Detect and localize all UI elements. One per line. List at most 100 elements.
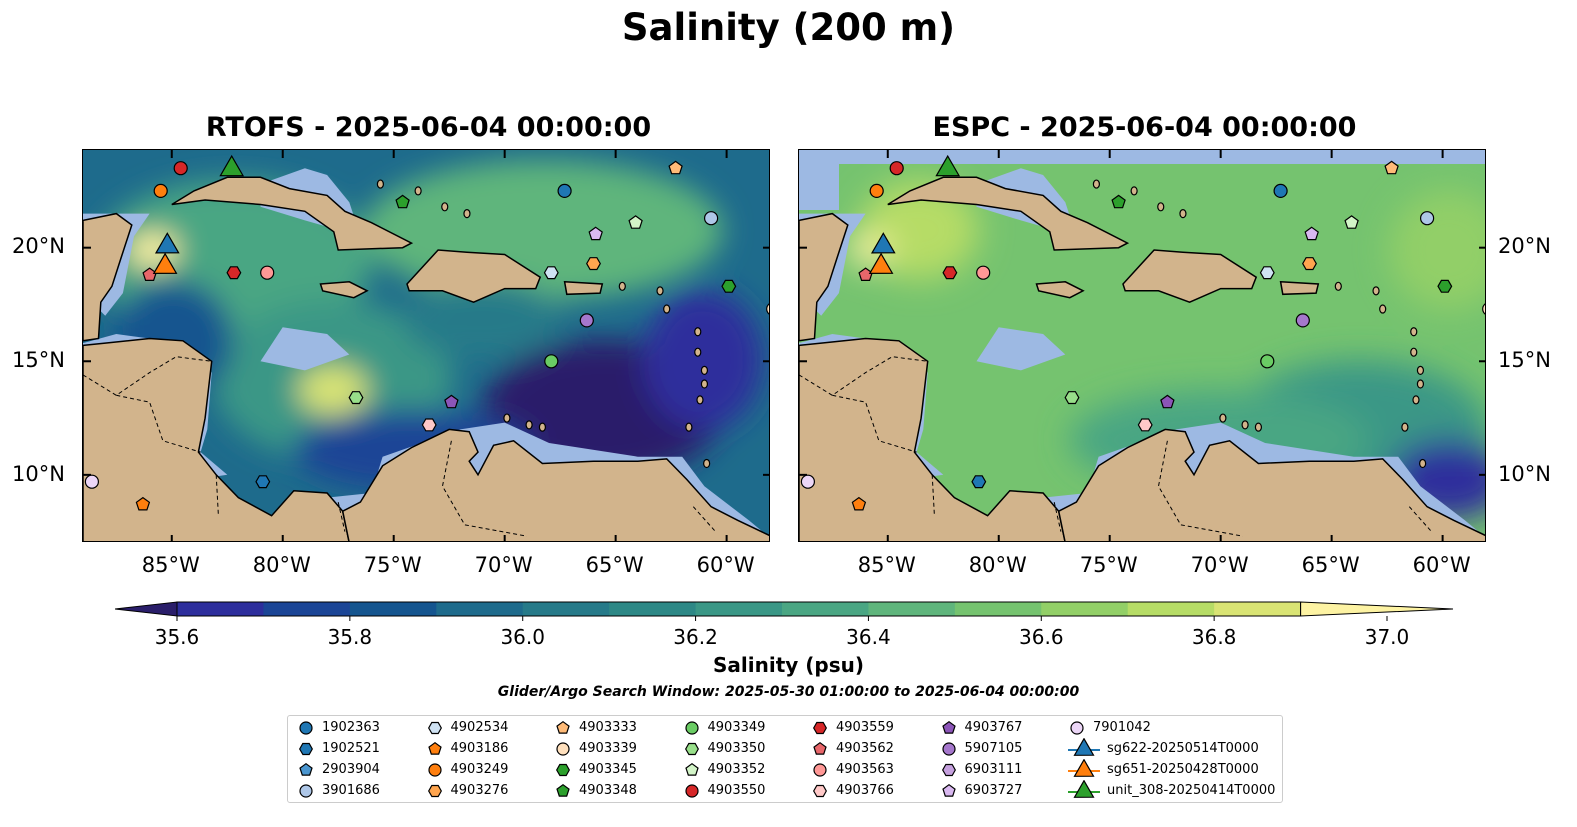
- colorbar-segment: [436, 602, 524, 616]
- legend-label: 4903348: [579, 783, 637, 798]
- marker-4903550: [173, 161, 188, 176]
- legend-hexagon-icon: [427, 784, 442, 798]
- land-mass: [406, 249, 542, 304]
- country-border: [441, 440, 527, 537]
- marker-4903559: [226, 266, 242, 280]
- island: [538, 422, 547, 432]
- lon-label-panel-0: 60°W: [696, 553, 755, 577]
- panel-title-rtofs: RTOFS - 2025-06-04 00:00:00: [205, 112, 652, 143]
- colorbar-segment: [1214, 602, 1302, 616]
- country-border: [1408, 506, 1432, 532]
- legend-hexagon-icon: [427, 721, 442, 735]
- legend-hexagon-icon: [684, 742, 699, 756]
- legend-label: 4903350: [707, 741, 766, 756]
- marker-4903352: [628, 215, 643, 229]
- colorbar-tick-label: 36.8: [1191, 625, 1237, 649]
- island: [1179, 209, 1187, 219]
- legend-hexagon-icon: [813, 721, 827, 735]
- colorbar-frame: [176, 601, 1302, 617]
- search-window-text: Glider/Argo Search Window: 2025-05-30 01…: [497, 684, 1080, 700]
- marker-3901686: [1419, 211, 1435, 226]
- island: [1416, 365, 1425, 375]
- legend-item: 2903904: [296, 759, 380, 780]
- legend-label: 6903727: [964, 783, 1023, 798]
- colorbar-segment: [609, 602, 697, 616]
- legend-hexagon-icon: [813, 784, 827, 798]
- legend-label: 4903339: [579, 741, 637, 756]
- legend-circle-icon: [684, 784, 699, 798]
- island: [1254, 422, 1263, 432]
- colorbar-tick-label: 36.6: [1019, 625, 1064, 649]
- legend-circle-icon: [813, 763, 827, 777]
- marker-sg651-20250428T0000: [152, 252, 178, 275]
- figure-title: Salinity (200 m): [621, 6, 956, 49]
- legend-label: 2903904: [322, 762, 380, 777]
- marker-4903249: [153, 183, 168, 199]
- legend-label: 4903333: [579, 720, 637, 735]
- legend-label: 4903766: [836, 783, 894, 798]
- legend-item: 4903348: [553, 780, 637, 801]
- lat-label-right: 20°N: [1498, 234, 1551, 258]
- marker-6903727: [1304, 226, 1319, 241]
- marker-4903550: [889, 161, 904, 176]
- lon-label-panel-0: 85°W: [141, 553, 200, 577]
- legend-label: 4903349: [707, 720, 766, 735]
- legend-label: 4903249: [450, 762, 509, 777]
- salinity-field-rtofs: [83, 150, 769, 541]
- marker-4903352: [1344, 215, 1359, 229]
- legend-pentagon-icon: [556, 720, 570, 734]
- legend-circle-icon: [684, 721, 699, 735]
- legend-circle-icon: [941, 742, 956, 756]
- legend-hexagon-icon: [556, 763, 570, 777]
- island: [694, 327, 702, 337]
- colorbar-segment: [782, 602, 869, 616]
- legend-pentagon-icon: [556, 783, 570, 797]
- lat-label-left: 20°N: [12, 234, 65, 258]
- island: [503, 413, 511, 423]
- country-border: [1157, 440, 1243, 537]
- lon-label-panel-0: 65°W: [585, 553, 644, 577]
- island: [700, 379, 709, 389]
- marker-4903767: [1160, 394, 1175, 409]
- legend-item: 1902363: [296, 717, 380, 738]
- legend-triangle-icon: [1068, 780, 1100, 798]
- legend-pentagon-icon: [684, 762, 699, 776]
- island: [656, 286, 664, 296]
- legend-item: 4903562: [810, 738, 894, 759]
- marker-4903249: [869, 183, 884, 199]
- lon-label-panel-0: 70°W: [474, 553, 533, 577]
- marker-4903276: [1302, 257, 1317, 271]
- colorbar-segment: [263, 602, 351, 616]
- land-mass: [341, 428, 769, 541]
- island: [1419, 458, 1427, 469]
- marker-unit_308-20250414T0000: [219, 154, 245, 177]
- marker-1902363: [1273, 183, 1288, 199]
- legend-label: sg651-20250428T0000: [1107, 762, 1259, 777]
- legend-label: 4903562: [836, 741, 894, 756]
- island: [694, 347, 702, 357]
- island: [696, 395, 704, 405]
- island: [700, 365, 709, 375]
- country-border: [83, 356, 212, 396]
- colorbar-extend-max: [1300, 601, 1454, 617]
- marker-4903345: [1437, 279, 1453, 293]
- colorbar-segment: [954, 602, 1042, 616]
- marker-4903349: [1260, 354, 1275, 369]
- island: [1241, 420, 1249, 430]
- legend-triangle-icon: [1068, 759, 1100, 777]
- lon-label-panel-1: 70°W: [1190, 553, 1249, 577]
- marker-4903349: [544, 354, 559, 369]
- marker-4903766: [1137, 418, 1153, 432]
- marker-1902521: [971, 475, 987, 489]
- legend-item: 3901686: [296, 780, 380, 801]
- legend-circle-icon: [299, 721, 313, 735]
- legend-label: 5907105: [964, 741, 1023, 756]
- legend-circle-icon: [1070, 721, 1084, 735]
- marker-7901042: [84, 474, 99, 489]
- marker-4902534: [1259, 266, 1275, 280]
- legend-circle-icon: [556, 742, 570, 756]
- country-border: [1053, 501, 1062, 532]
- legend-pentagon-icon: [813, 741, 827, 755]
- marker-4903563: [260, 265, 275, 280]
- land-mass: [1035, 281, 1085, 299]
